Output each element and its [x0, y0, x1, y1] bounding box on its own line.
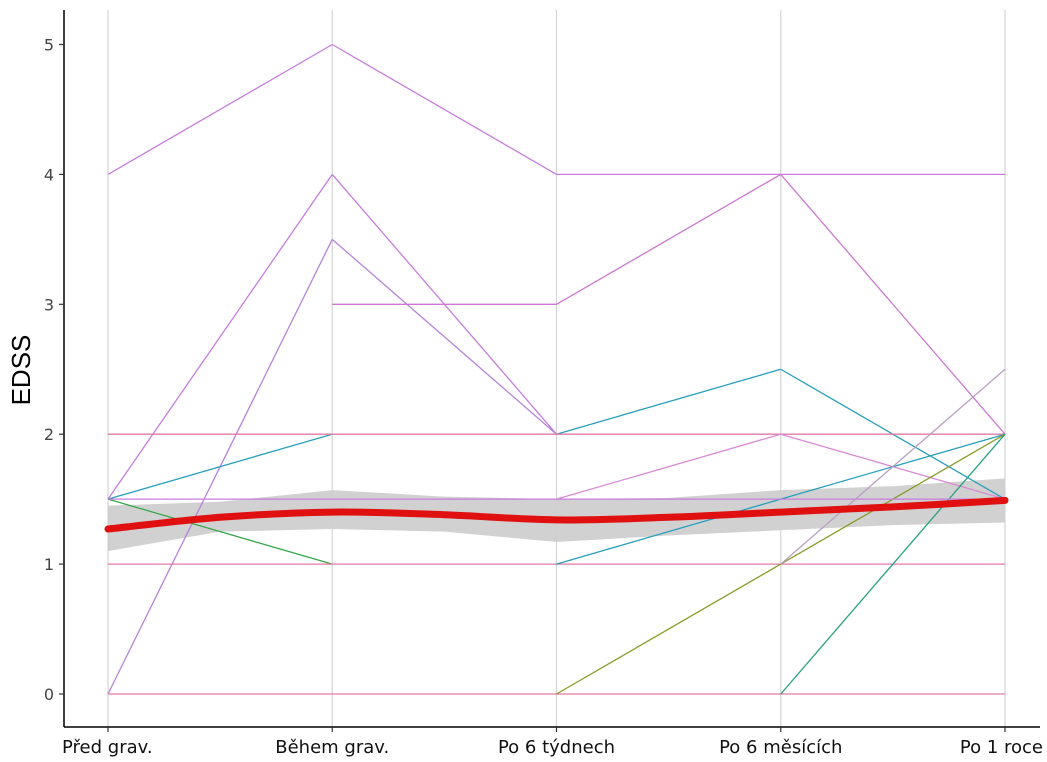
- series-6-segment-0: [107, 498, 333, 565]
- series-15-segment-3: [780, 368, 1006, 565]
- y-tick-label-1: 1: [44, 555, 54, 574]
- y-axis-title: EDSS: [6, 335, 36, 406]
- confidence-band: [108, 478, 1005, 552]
- series-1-segment-0: [107, 174, 333, 500]
- x-tick-label-1: Během grav.: [275, 737, 389, 758]
- x-tick-label-2: Po 6 týdnech: [498, 737, 615, 758]
- series-3: [332, 173, 1006, 435]
- vertical-gridlines: [107, 10, 1006, 727]
- y-tick-labels: 0 1 2 3 4 5: [44, 36, 64, 704]
- series-4: [107, 433, 333, 500]
- series-13: [780, 433, 1006, 695]
- series-13-segment-3: [780, 433, 1006, 695]
- series-2-segment-1: [331, 238, 557, 435]
- y-tick-label-4: 4: [44, 165, 54, 184]
- patient-lines: [107, 43, 1006, 695]
- series-0-segment-1: [331, 43, 557, 175]
- y-tick-label-3: 3: [44, 295, 54, 314]
- series-10-segment-2: [556, 433, 781, 500]
- x-tick-label-0: Před grav.: [62, 737, 153, 758]
- trend-confidence-band: [108, 478, 1005, 552]
- series-0: [107, 43, 1005, 176]
- series-3-segment-3: [780, 173, 1006, 435]
- axes: [63, 10, 1040, 728]
- series-12-segment-2: [556, 563, 782, 695]
- trend-smooth-line: [104, 496, 1009, 533]
- series-3-segment-2: [556, 173, 782, 305]
- y-tick-label-5: 5: [44, 36, 54, 55]
- series-4-segment-0: [107, 433, 333, 500]
- series-5-segment-2: [556, 368, 781, 435]
- x-tick-label-4: Po 1 roce: [960, 737, 1043, 758]
- x-tick-label-3: Po 6 měsících: [719, 737, 842, 758]
- series-11-segment-2: [556, 498, 781, 565]
- y-tick-label-0: 0: [44, 685, 54, 704]
- series-15: [780, 368, 1006, 565]
- y-tick-label-2: 2: [44, 425, 54, 444]
- series-6: [107, 498, 333, 565]
- trend-line: [104, 496, 1009, 533]
- x-tick-labels: Před grav. Během grav. Po 6 týdnech Po 6 mě…: [62, 727, 1043, 758]
- series-0-segment-0: [107, 43, 333, 175]
